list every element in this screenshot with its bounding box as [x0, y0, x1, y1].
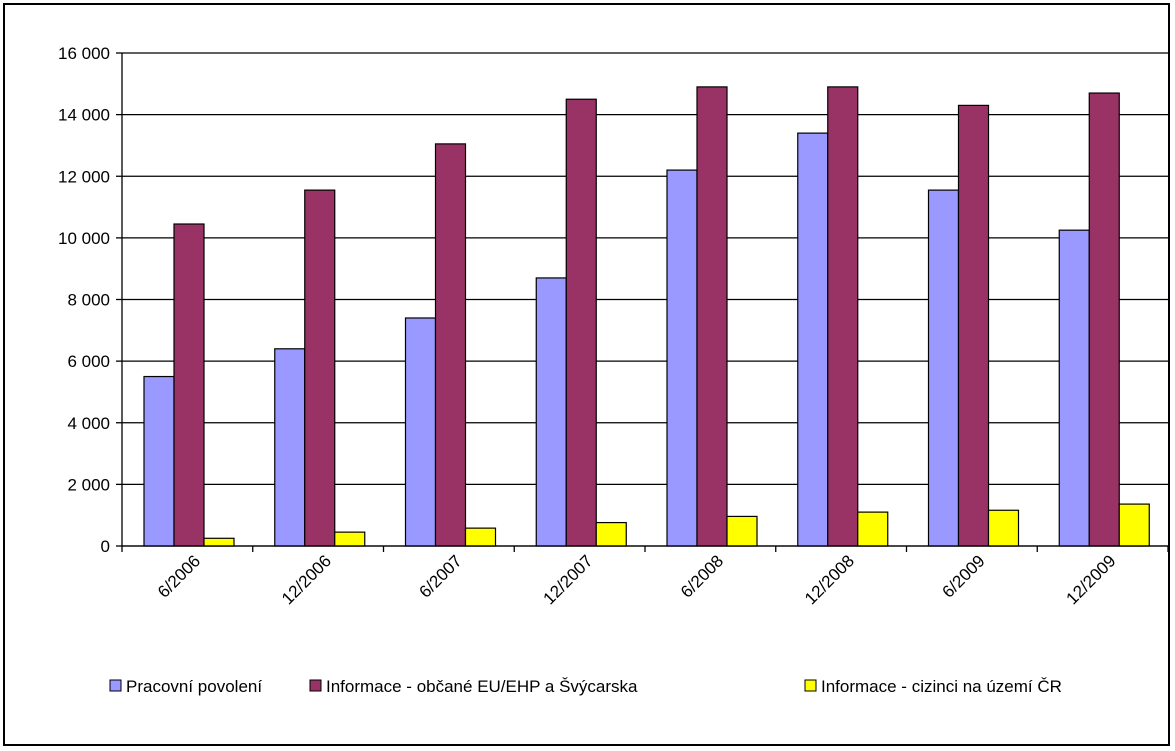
- y-tick-label: 8 000: [67, 291, 110, 310]
- x-tick-label: 6/2008: [677, 551, 727, 601]
- y-tick-label: 0: [101, 537, 110, 556]
- axes: [116, 52, 1169, 552]
- legend-swatch: [109, 679, 122, 692]
- bar: [987, 509, 1020, 547]
- x-tick-label: 6/2009: [938, 551, 988, 601]
- x-tick-label: 6/2006: [154, 551, 204, 601]
- legend-swatch: [309, 679, 322, 692]
- bar: [957, 104, 990, 547]
- bar: [1088, 92, 1120, 547]
- bar: [1058, 229, 1090, 547]
- bar: [827, 86, 859, 547]
- bar: [696, 86, 728, 547]
- bar: [797, 132, 829, 547]
- bar: [857, 511, 889, 547]
- x-tick-label: 12/2008: [801, 551, 858, 608]
- x-tick-labels: 6/2006 12/2006 6/2007 12/2007 6/2008 12/2008 6…: [154, 551, 1119, 608]
- bar: [404, 317, 437, 547]
- y-tick-label: 6 000: [67, 352, 110, 371]
- bar: [726, 515, 758, 547]
- bar: [434, 143, 467, 547]
- legend-swatch: [804, 679, 817, 692]
- bar: [304, 189, 336, 547]
- y-tick-labels: 0 2 000 4 000 6 000 8 000 10 000 12 000 14 000 1…: [58, 44, 110, 556]
- legend: Pracovní povolení Informace - občané EU/E…: [109, 677, 1062, 696]
- bar: [535, 277, 567, 547]
- bar: [143, 375, 175, 547]
- x-tick-label: 12/2009: [1063, 551, 1120, 608]
- legend-label: Informace - občané EU/EHP a Švýcarska: [326, 677, 638, 696]
- bar: [173, 223, 205, 547]
- y-tick-label: 10 000: [58, 229, 110, 248]
- y-tick-label: 4 000: [67, 414, 110, 433]
- bar: [274, 348, 306, 547]
- y-tick-label: 14 000: [58, 106, 110, 125]
- x-tick-label: 12/2007: [540, 551, 597, 608]
- bar: [1118, 503, 1150, 547]
- x-tick-label: 6/2007: [415, 551, 465, 601]
- bar: [203, 537, 235, 547]
- y-tick-label: 12 000: [58, 167, 110, 186]
- y-tick-label: 2 000: [67, 475, 110, 494]
- bar: [595, 521, 627, 547]
- bars: [143, 86, 1150, 547]
- bar: [666, 169, 698, 547]
- bar: [927, 189, 960, 547]
- legend-label: Informace - cizinci na území ČR: [821, 677, 1062, 696]
- bar: [565, 98, 597, 547]
- y-tick-label: 16 000: [58, 44, 110, 63]
- bar: [464, 527, 497, 547]
- x-tick-label: 12/2006: [278, 551, 335, 608]
- bar: [334, 531, 366, 547]
- legend-label: Pracovní povolení: [126, 677, 262, 696]
